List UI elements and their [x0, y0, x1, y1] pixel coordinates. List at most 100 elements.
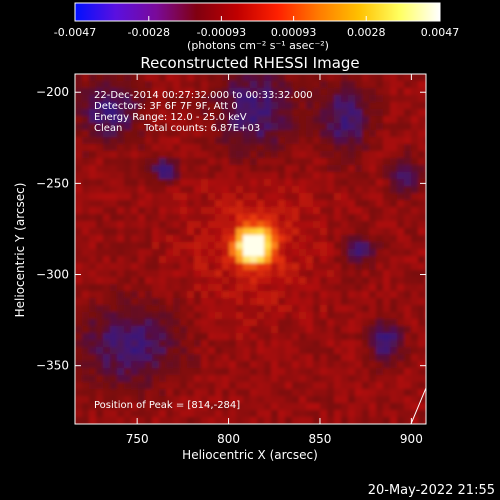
heatmap-cell [222, 375, 230, 383]
heatmap-cell [390, 326, 398, 334]
heatmap-cell [82, 200, 90, 208]
heatmap-cell [278, 361, 286, 369]
heatmap-cell [390, 228, 398, 236]
heatmap-cell [334, 417, 342, 424]
heatmap-cell [159, 109, 167, 117]
heatmap-cell [110, 137, 118, 145]
heatmap-cell [194, 95, 202, 103]
heatmap-cell [320, 179, 328, 187]
heatmap-cell [215, 81, 223, 89]
heatmap-cell [82, 277, 90, 285]
heatmap-cell [180, 403, 188, 411]
heatmap-cell [124, 312, 132, 320]
heatmap-cell [208, 347, 216, 355]
heatmap-cell [306, 74, 314, 82]
heatmap-cell [376, 165, 384, 173]
heatmap-cell [292, 396, 300, 404]
heatmap-cell [173, 228, 181, 236]
heatmap-cell [369, 214, 377, 222]
heatmap-cell [362, 165, 370, 173]
heatmap-cell [89, 382, 97, 390]
heatmap-cell [138, 319, 146, 327]
heatmap-cell [138, 214, 146, 222]
heatmap-cell [264, 396, 272, 404]
heatmap-cell [320, 172, 328, 180]
heatmap-cell [103, 193, 111, 201]
heatmap-cell [299, 123, 307, 131]
heatmap-cell [355, 389, 363, 397]
heatmap-cell [222, 368, 230, 376]
heatmap-cell [355, 410, 363, 418]
heatmap-cell [348, 88, 356, 96]
heatmap-cell [278, 249, 286, 257]
heatmap-cell [292, 109, 300, 117]
heatmap-cell [110, 179, 118, 187]
heatmap-cell [390, 277, 398, 285]
heatmap-cell [75, 256, 83, 264]
heatmap-cell [201, 151, 209, 159]
heatmap-cell [376, 81, 384, 89]
heatmap-cell [166, 417, 174, 424]
heatmap-cell [215, 186, 223, 194]
heatmap-cell [355, 95, 363, 103]
heatmap-cell [320, 137, 328, 145]
heatmap-cell [229, 403, 237, 411]
heatmap-cell [390, 165, 398, 173]
heatmap-cell [103, 326, 111, 334]
heatmap-cell [320, 375, 328, 383]
heatmap-cell [404, 382, 412, 390]
heatmap-cell [327, 256, 335, 264]
heatmap-cell [313, 179, 321, 187]
heatmap-cell [173, 368, 181, 376]
heatmap-cell [236, 361, 244, 369]
heatmap-cell [173, 88, 181, 96]
heatmap-cell [404, 242, 412, 250]
heatmap-cell [131, 368, 139, 376]
heatmap-cell [229, 158, 237, 166]
heatmap-cell [383, 228, 391, 236]
heatmap-cell [187, 151, 195, 159]
heatmap-cell [194, 375, 202, 383]
heatmap-cell [75, 382, 83, 390]
heatmap-cell [257, 326, 265, 334]
heatmap-cell [362, 382, 370, 390]
heatmap-cell [159, 179, 167, 187]
heatmap-cell [355, 347, 363, 355]
colorbar-units: (photons cm⁻² s⁻¹ asec⁻²) [187, 39, 329, 52]
heatmap-cell [117, 200, 125, 208]
heatmap-cell [418, 368, 426, 376]
heatmap-cell [271, 403, 279, 411]
heatmap-cell [152, 403, 160, 411]
heatmap-cell [236, 382, 244, 390]
heatmap-cell [327, 389, 335, 397]
heatmap-cell [117, 144, 125, 152]
heatmap-cell [138, 151, 146, 159]
heatmap-cell [320, 95, 328, 103]
heatmap-cell [257, 319, 265, 327]
heatmap-cell [369, 382, 377, 390]
heatmap-cell [341, 382, 349, 390]
heatmap-cell [348, 81, 356, 89]
heatmap-cell [208, 249, 216, 257]
heatmap-cell [208, 235, 216, 243]
heatmap-cell [124, 102, 132, 110]
heatmap-cell [187, 88, 195, 96]
heatmap-cell [222, 396, 230, 404]
heatmap-cell [278, 144, 286, 152]
heatmap-cell [89, 368, 97, 376]
heatmap-cell [173, 172, 181, 180]
heatmap-cell [285, 312, 293, 320]
heatmap-cell [145, 368, 153, 376]
heatmap-cell [299, 417, 307, 424]
heatmap-cell [131, 116, 139, 124]
heatmap-cell [110, 193, 118, 201]
heatmap-cell [173, 165, 181, 173]
heatmap-cell [208, 417, 216, 424]
heatmap-cell [320, 200, 328, 208]
heatmap-cell [110, 123, 118, 131]
heatmap-cell [117, 186, 125, 194]
heatmap-cell [404, 137, 412, 145]
heatmap-cell [292, 88, 300, 96]
heatmap-cell [117, 326, 125, 334]
heatmap-cell [173, 347, 181, 355]
